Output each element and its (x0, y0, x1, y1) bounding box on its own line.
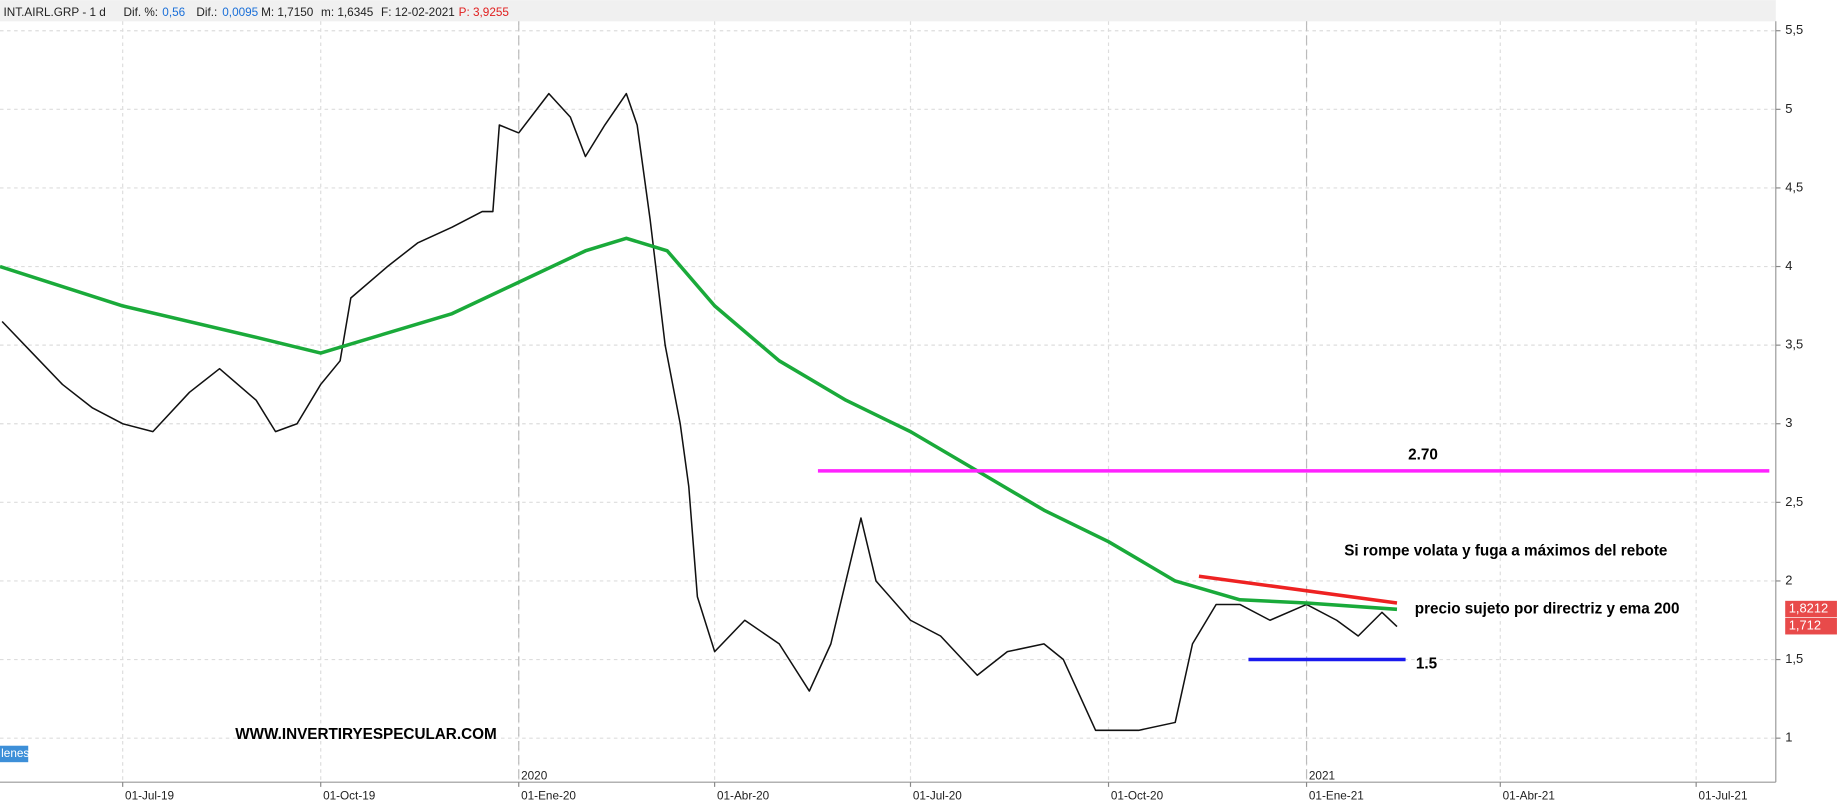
annotation: 2.70 (1408, 446, 1438, 463)
value: m: 1,6345 (321, 6, 374, 19)
price-label-box (1785, 600, 1837, 618)
x-tick-label: 01-Oct-19 (323, 789, 375, 802)
tag: lenes (1, 747, 29, 760)
value: 0,56 (162, 6, 185, 19)
x-tick-label: 01-Jul-19 (125, 789, 174, 802)
y-tick-label: 3 (1785, 415, 1792, 430)
y-tick-label: 5,5 (1785, 22, 1803, 37)
x-tick-label: 01-Jul-21 (1699, 789, 1748, 802)
y-tick-label: 2 (1785, 572, 1792, 587)
y-tick-label: 4 (1785, 258, 1792, 273)
annotation: 1.5 (1416, 656, 1438, 673)
price-label-box (1785, 617, 1837, 635)
label: Dif.: (196, 6, 217, 19)
y-tick-label: 1,5 (1785, 651, 1803, 666)
year-label: 2020 (521, 769, 548, 782)
value: P: 3,9255 (459, 6, 510, 19)
price-label: 1,8212 (1789, 600, 1829, 615)
value: F: 12-02-2021 (381, 6, 455, 19)
x-tick-label: 01-Abr-20 (717, 789, 770, 802)
y-tick-label: 3,5 (1785, 337, 1803, 352)
x-tick-label: 01-Ene-21 (1309, 789, 1364, 802)
series-line (1, 92, 1398, 732)
y-tick-label: 4,5 (1785, 179, 1803, 194)
header-bar (0, 0, 1776, 22)
y-tick-label: 2,5 (1785, 494, 1803, 509)
y-tick-label: 5 (1785, 101, 1792, 116)
series-line (0, 236, 1398, 612)
price-label: 1,712 (1789, 618, 1821, 633)
annotation: Si rompe volata y fuga a máximos del reb… (1344, 543, 1667, 560)
symbol: INT.AIRL.GRP (4, 6, 80, 19)
x-tick-label: 01-Jul-20 (913, 789, 962, 802)
x-tick-label: 01-Ene-20 (521, 789, 576, 802)
y-tick-label: 1 (1785, 730, 1792, 745)
series-line (1198, 574, 1398, 605)
value: 0,0095 (222, 6, 258, 19)
annotation: precio sujeto por directriz y ema 200 (1415, 600, 1680, 617)
watermark: WWW.INVERTIRYESPECULAR.COM (235, 726, 497, 743)
x-tick-label: 01-Oct-20 (1111, 789, 1164, 802)
period: - 1 d (82, 6, 106, 19)
tag-box (0, 745, 29, 763)
value: M: 1,7150 (261, 6, 314, 19)
x-tick-label: 01-Abr-21 (1503, 789, 1555, 802)
label: Dif. %: (123, 6, 158, 19)
year-label: 2021 (1309, 769, 1335, 782)
